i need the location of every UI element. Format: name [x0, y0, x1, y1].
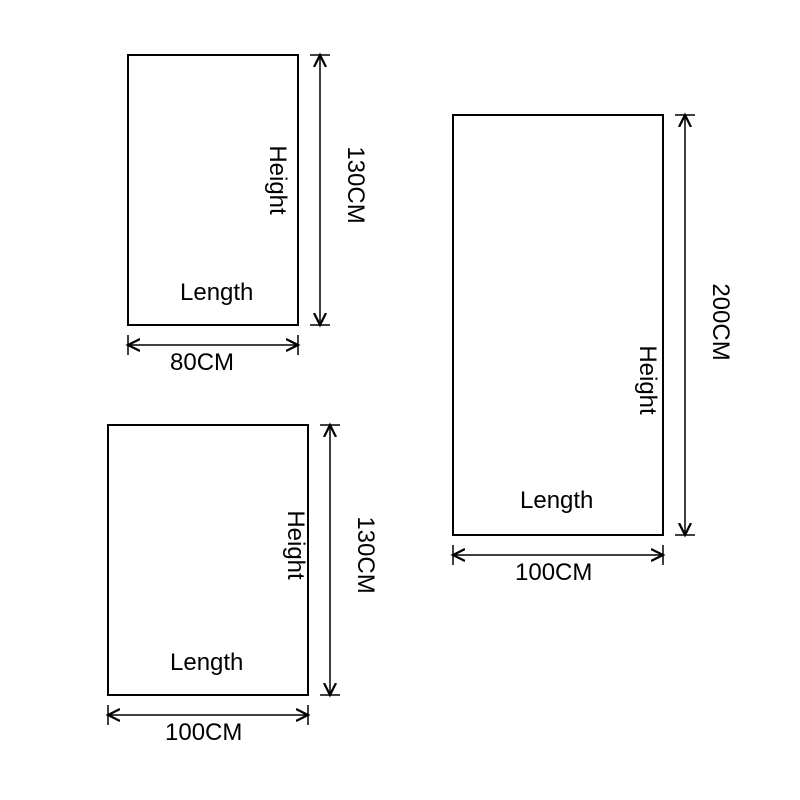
height-label: Height: [634, 345, 661, 415]
height-value: 200CM: [707, 283, 734, 360]
box-rect: [453, 115, 663, 535]
length-value: 80CM: [170, 349, 234, 376]
length-label: Length: [520, 487, 593, 514]
length-label: Length: [170, 649, 243, 676]
dimension-diagram: Length Height 80CM 130CM Length Height 100CM 13…: [0, 0, 800, 800]
height-label: Height: [264, 145, 291, 215]
dim-box-right: Length Height 100CM 200CM: [453, 115, 734, 586]
length-label: Length: [180, 279, 253, 306]
length-value: 100CM: [165, 719, 242, 746]
dim-box-bottom-left: Length Height 100CM 130CM: [108, 425, 379, 746]
height-value: 130CM: [342, 146, 369, 223]
height-value: 130CM: [352, 516, 379, 593]
height-label: Height: [282, 510, 309, 580]
length-value: 100CM: [515, 559, 592, 586]
dim-box-top-left: Length Height 80CM 130CM: [128, 55, 369, 376]
